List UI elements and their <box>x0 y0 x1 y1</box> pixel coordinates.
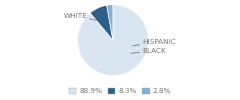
Wedge shape <box>90 5 113 40</box>
Text: BLACK: BLACK <box>131 48 166 54</box>
Text: WHITE: WHITE <box>63 13 96 20</box>
Wedge shape <box>107 5 113 40</box>
Wedge shape <box>78 5 148 76</box>
Legend: 88.9%, 8.3%, 2.8%: 88.9%, 8.3%, 2.8% <box>66 85 174 97</box>
Text: HISPANIC: HISPANIC <box>133 39 176 46</box>
